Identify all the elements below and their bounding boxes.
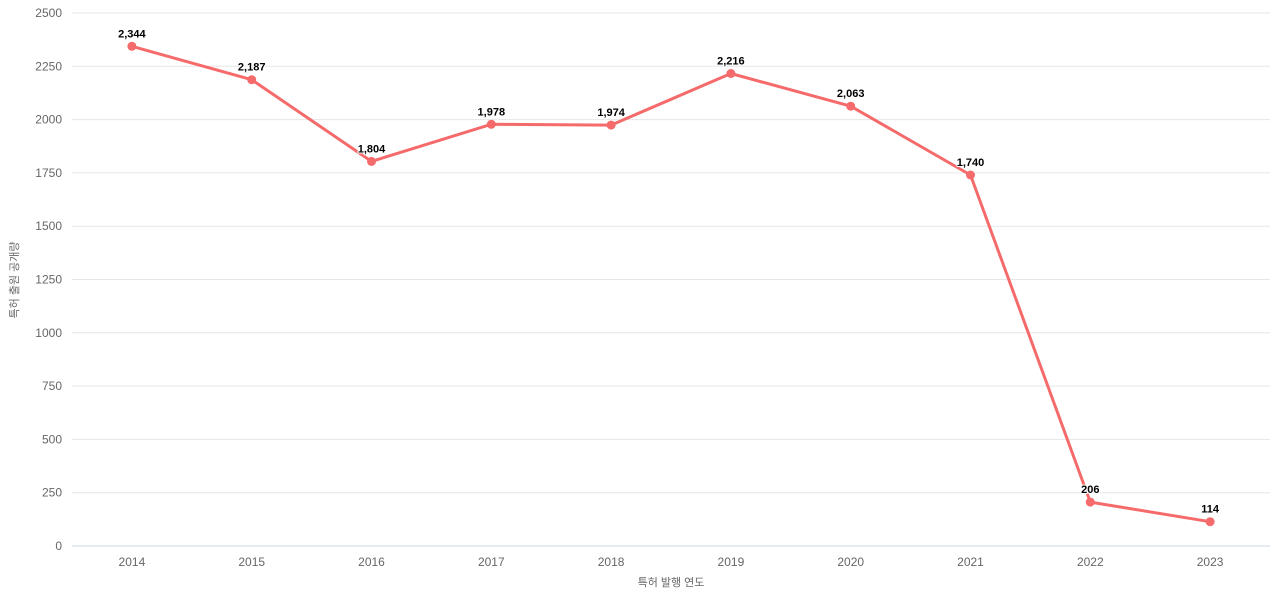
y-tick-label: 2000 [35,113,62,127]
y-tick-label: 750 [42,379,62,393]
x-tick-label: 2023 [1197,555,1224,569]
x-tick-label: 2017 [478,555,505,569]
data-point[interactable] [486,119,496,129]
x-tick-label: 2014 [119,555,146,569]
data-point-label: 114 [1201,504,1220,516]
y-tick-label: 1250 [35,273,62,287]
y-tick-label: 250 [42,486,62,500]
data-point-label: 1,974 [597,107,625,119]
y-axis-title: 특허 출원 공개량 [9,241,21,319]
y-tick-label: 1500 [35,219,62,233]
y-tick-label: 1000 [35,326,62,340]
x-tick-label: 2020 [837,555,864,569]
data-point[interactable] [1085,497,1095,507]
series-line [130,44,1212,524]
data-point[interactable] [247,75,257,85]
data-point[interactable] [1205,517,1215,527]
y-tick-label: 2500 [35,6,62,20]
x-tick-label: 2022 [1077,555,1104,569]
data-point[interactable] [846,101,856,111]
data-point-label: 206 [1081,484,1099,496]
data-point[interactable] [367,156,376,166]
data-point-label: 2,063 [837,88,865,100]
x-tick-label: 2015 [238,555,265,569]
y-tick-label: 1750 [35,166,62,180]
x-tick-label: 2021 [957,555,984,569]
data-point-label: 1,740 [957,157,985,169]
data-point-label: 2,187 [238,62,266,74]
y-tick-label: 2250 [35,59,62,73]
data-point[interactable] [606,120,616,130]
x-tick-label: 2016 [358,555,385,569]
y-tick-label: 0 [55,539,62,553]
y-tick-label: 500 [42,432,62,446]
data-point-label: 2,216 [717,56,745,68]
x-tick-label: 2019 [718,555,745,569]
data-point[interactable] [726,69,736,78]
data-point[interactable] [966,170,975,180]
x-axis-title: 특허 발행 연도 [637,577,705,589]
x-tick-label: 2018 [598,555,625,569]
data-point-label: 1,804 [358,143,386,155]
data-point[interactable] [127,41,137,51]
data-point-label: 1,978 [478,106,506,118]
data-point-label: 2,344 [118,28,146,40]
